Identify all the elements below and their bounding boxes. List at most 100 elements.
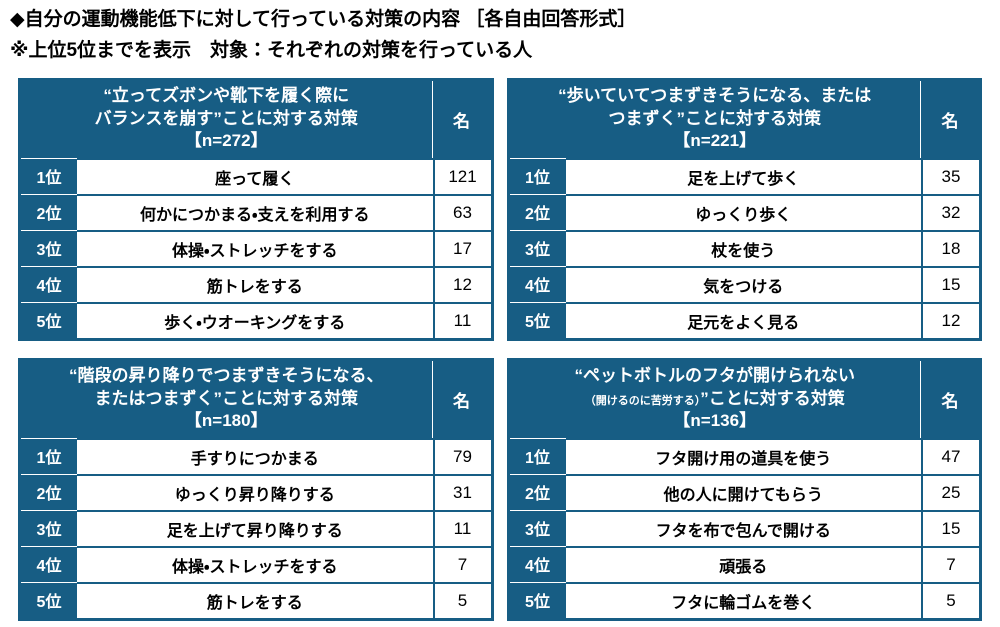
table-row: 1位 座って履く 121: [21, 157, 491, 194]
table-row: 3位 足を上げて昇り降りする 11: [21, 509, 491, 546]
rank-cell: 1位: [21, 157, 77, 194]
count-cell: 17: [432, 229, 491, 266]
item-cell: 足元をよく見る: [565, 301, 921, 338]
item-cell: 手すりにつかまる: [77, 437, 433, 474]
table-n-label: 【n=272】: [184, 131, 268, 151]
count-cell: 121: [432, 157, 491, 194]
count-cell: 32: [921, 193, 979, 230]
item-cell: 歩く・ウオーキングをする: [77, 301, 433, 338]
count-cell: 63: [432, 193, 491, 230]
tables-grid: “立ってズボンや靴下を履く際に バランスを崩す”ことに対する対策 【n=272】…: [18, 77, 982, 621]
table-row: 5位 歩く・ウオーキングをする 11: [21, 301, 491, 338]
table-row: 4位 筋トレをする 12: [21, 265, 491, 302]
item-cell: 何かにつかまる・支えを利用する: [77, 193, 433, 230]
item-cell: 他の人に開けてもらう: [565, 473, 921, 510]
rank-cell: 4位: [509, 265, 566, 302]
rank-cell: 4位: [509, 545, 566, 582]
table-n-label: 【n=136】: [673, 411, 757, 431]
item-cell: フタに輪ゴムを巻く: [565, 581, 921, 618]
table-row: 1位 手すりにつかまる 79: [21, 437, 491, 474]
table-row: 2位 ゆっくり昇り降りする 31: [21, 473, 491, 510]
table-stairs-stumble: “階段の昇り降りでつまずきそうになる、 またはつまずく”ことに対する対策 【n=…: [18, 357, 494, 621]
count-cell: 79: [432, 437, 491, 474]
table-topic-note: （開けるのに苦労する）: [584, 394, 701, 407]
table-n-label: 【n=180】: [184, 411, 268, 431]
table-row: 2位 何かにつかまる・支えを利用する 63: [21, 193, 491, 230]
table-row: 3位 フタを布で包んで開ける 15: [509, 509, 979, 546]
item-cell: 筋トレをする: [77, 265, 433, 302]
item-cell: 筋トレをする: [77, 581, 433, 618]
item-cell: ゆっくり昇り降りする: [77, 473, 433, 510]
table-standing-balance: “立ってズボンや靴下を履く際に バランスを崩す”ことに対する対策 【n=272】…: [18, 77, 494, 341]
count-cell: 18: [921, 229, 979, 266]
rank-cell: 5位: [509, 581, 566, 618]
table-walking-stumble: “歩いていてつまずきそうになる、または つまずく”ことに対する対策 【n=221…: [506, 77, 982, 341]
count-cell: 15: [921, 265, 979, 302]
table-topic-line: “ペットボトルのフタが開けられない: [574, 365, 856, 385]
count-cell: 35: [921, 157, 979, 194]
rank-cell: 3位: [21, 509, 77, 546]
table-topic-line: “歩いていてつまずきそうになる、または: [558, 85, 872, 105]
count-cell: 15: [921, 509, 979, 546]
count-cell: 7: [432, 545, 491, 582]
rank-cell: 3位: [509, 509, 566, 546]
table-row: 1位 フタ開け用の道具を使う 47: [509, 437, 979, 474]
rank-cell: 4位: [21, 545, 77, 582]
rank-cell: 1位: [21, 437, 77, 474]
table-topic-line: またはつまずく”ことに対する対策: [94, 388, 359, 408]
page-title: ◆自分の運動機能低下に対して行っている対策の内容 ［各自由回答形式］: [10, 9, 637, 30]
rank-cell: 2位: [21, 473, 77, 510]
table-header: “立ってズボンや靴下を履く際に バランスを崩す”ことに対する対策 【n=272】…: [21, 80, 491, 158]
table-topic-line: “階段の昇り降りでつまずきそうになる、: [69, 365, 384, 385]
table-row: 5位 足元をよく見る 12: [509, 301, 979, 338]
rank-cell: 2位: [509, 473, 566, 510]
table-header: “歩いていてつまずきそうになる、または つまずく”ことに対する対策 【n=221…: [509, 80, 979, 158]
rank-cell: 3位: [509, 229, 566, 266]
count-cell: 12: [921, 301, 979, 338]
table-topic-line: “立ってズボンや靴下を履く際に: [103, 85, 350, 105]
unit-header: 名: [941, 391, 959, 411]
table-row: 4位 体操・ストレッチをする 7: [21, 545, 491, 582]
count-cell: 5: [432, 581, 491, 618]
rank-cell: 3位: [21, 229, 77, 266]
table-topic: “立ってズボンや靴下を履く際に バランスを崩す”ことに対する対策 【n=272】: [21, 80, 433, 158]
count-cell: 7: [921, 545, 979, 582]
table-topic-line: （開けるのに苦労する）”ことに対する対策: [585, 388, 845, 411]
rank-cell: 1位: [509, 157, 566, 194]
unit-header: 名: [453, 391, 470, 411]
item-cell: 気をつける: [565, 265, 921, 302]
count-cell: 47: [921, 437, 979, 474]
table-header: “階段の昇り降りでつまずきそうになる、 またはつまずく”ことに対する対策 【n=…: [21, 360, 491, 438]
item-cell: フタ開け用の道具を使う: [565, 437, 921, 474]
count-cell: 12: [432, 265, 491, 302]
rank-cell: 5位: [509, 301, 566, 338]
unit-header: 名: [453, 111, 470, 131]
table-topic: “歩いていてつまずきそうになる、または つまずく”ことに対する対策 【n=221…: [510, 80, 921, 158]
item-cell: 座って履く: [77, 157, 433, 194]
unit-header: 名: [941, 111, 959, 131]
table-row: 5位 フタに輪ゴムを巻く 5: [509, 581, 979, 618]
table-row: 3位 杖を使う 18: [509, 229, 979, 266]
table-topic-line: つまずく”ことに対する対策: [608, 108, 822, 128]
table-row: 1位 足を上げて歩く 35: [509, 157, 979, 194]
table-header: “ペットボトルのフタが開けられない （開けるのに苦労する）”ことに対する対策 【…: [509, 360, 979, 438]
table-row: 2位 他の人に開けてもらう 25: [509, 473, 979, 510]
count-cell: 5: [921, 581, 979, 618]
item-cell: 体操・ストレッチをする: [77, 229, 433, 266]
item-cell: ゆっくり歩く: [565, 193, 921, 230]
table-row: 4位 気をつける 15: [509, 265, 979, 302]
rank-cell: 4位: [21, 265, 77, 302]
rank-cell: 1位: [509, 437, 566, 474]
item-cell: 体操・ストレッチをする: [77, 545, 433, 582]
table-bottle-cap: “ペットボトルのフタが開けられない （開けるのに苦労する）”ことに対する対策 【…: [506, 357, 982, 621]
item-cell: 足を上げて歩く: [565, 157, 921, 194]
table-topic-line: バランスを崩す”ことに対する対策: [94, 108, 358, 128]
item-cell: フタを布で包んで開ける: [565, 509, 921, 546]
count-cell: 11: [432, 301, 491, 338]
rank-cell: 5位: [21, 581, 77, 618]
count-cell: 11: [432, 509, 491, 546]
page-subtitle: ※上位5位までを表示 対象：それぞれの対策を行っている人: [10, 39, 533, 61]
item-cell: 頑張る: [565, 545, 921, 582]
table-row: 5位 筋トレをする 5: [21, 581, 491, 618]
